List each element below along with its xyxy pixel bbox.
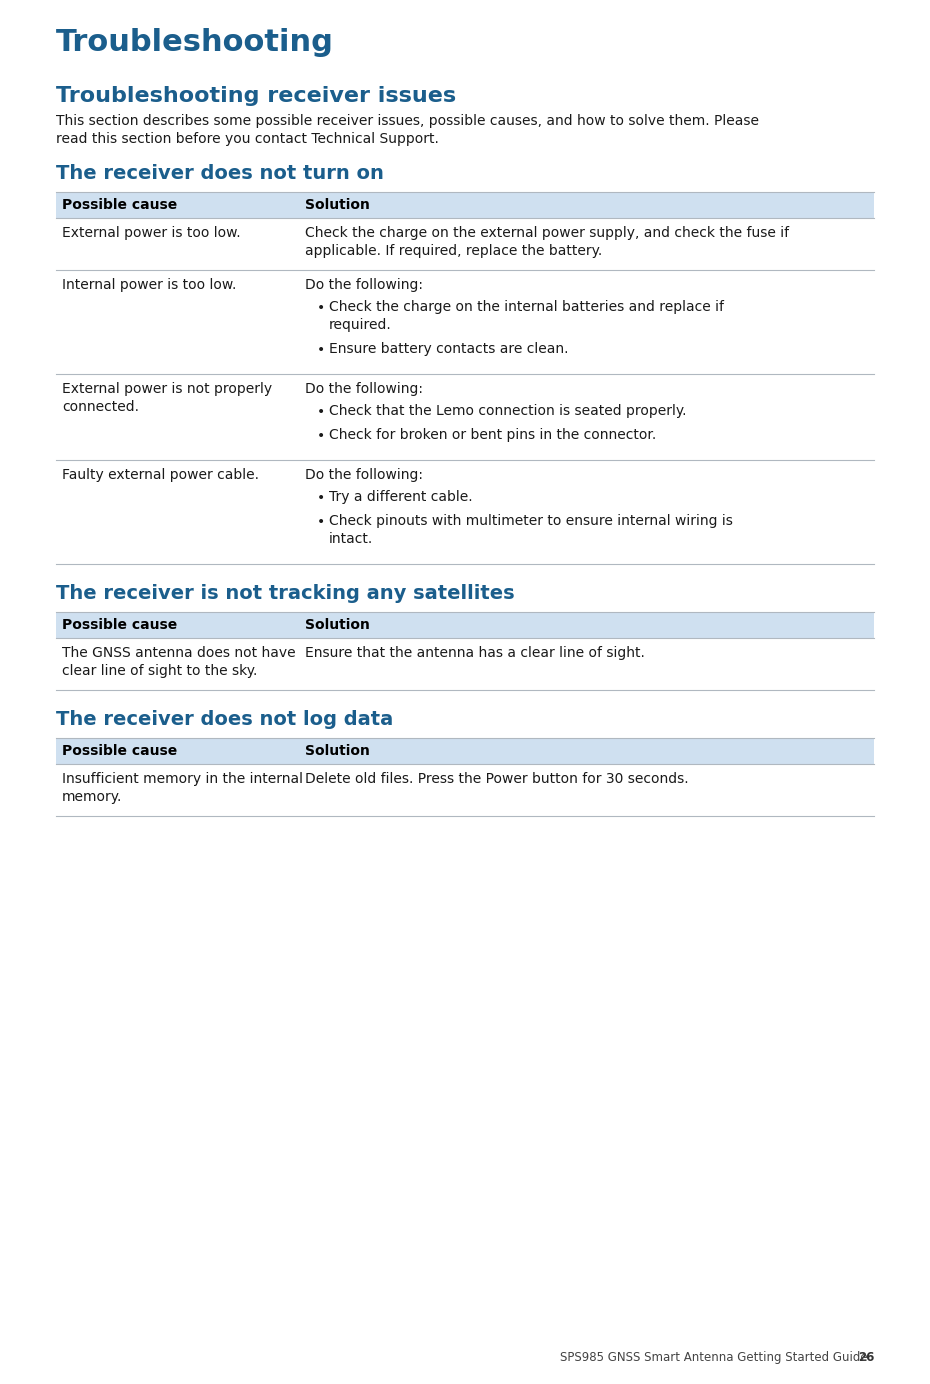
Text: Solution: Solution: [305, 619, 370, 632]
Text: Do the following:: Do the following:: [305, 468, 423, 482]
Text: Check pinouts with multimeter to ensure internal wiring is: Check pinouts with multimeter to ensure …: [329, 513, 733, 529]
Text: Insufficient memory in the internal: Insufficient memory in the internal: [62, 772, 303, 786]
Text: Try a different cable.: Try a different cable.: [329, 490, 472, 504]
Text: Faulty external power cable.: Faulty external power cable.: [62, 468, 259, 482]
Text: connected.: connected.: [62, 400, 139, 414]
Text: Ensure that the antenna has a clear line of sight.: Ensure that the antenna has a clear line…: [305, 646, 644, 660]
Text: External power is too low.: External power is too low.: [62, 226, 241, 239]
Text: Ensure battery contacts are clean.: Ensure battery contacts are clean.: [329, 342, 568, 356]
Text: Troubleshooting receiver issues: Troubleshooting receiver issues: [56, 86, 456, 107]
Text: applicable. If required, replace the battery.: applicable. If required, replace the bat…: [305, 244, 603, 257]
Text: Do the following:: Do the following:: [305, 278, 423, 292]
Text: Troubleshooting: Troubleshooting: [56, 28, 334, 57]
Text: Internal power is too low.: Internal power is too low.: [62, 278, 236, 292]
Text: •: •: [317, 343, 325, 357]
Text: clear line of sight to the sky.: clear line of sight to the sky.: [62, 664, 258, 678]
Text: •: •: [317, 491, 325, 505]
Text: Check for broken or bent pins in the connector.: Check for broken or bent pins in the con…: [329, 428, 657, 441]
Text: intact.: intact.: [329, 531, 373, 547]
Text: •: •: [317, 515, 325, 529]
Text: The receiver does not turn on: The receiver does not turn on: [56, 163, 384, 183]
Text: Check that the Lemo connection is seated properly.: Check that the Lemo connection is seated…: [329, 404, 686, 418]
Text: External power is not properly: External power is not properly: [62, 382, 272, 396]
Bar: [56, 612, 874, 638]
Text: Check the charge on the external power supply, and check the fuse if: Check the charge on the external power s…: [305, 226, 790, 239]
Bar: [56, 192, 874, 219]
Text: Possible cause: Possible cause: [62, 745, 178, 758]
Text: Do the following:: Do the following:: [305, 382, 423, 396]
Text: Possible cause: Possible cause: [62, 198, 178, 212]
Text: •: •: [317, 300, 325, 316]
Text: Solution: Solution: [305, 745, 370, 758]
Bar: [56, 738, 874, 764]
Text: 26: 26: [857, 1351, 874, 1365]
Text: Check the charge on the internal batteries and replace if: Check the charge on the internal batteri…: [329, 300, 724, 314]
Text: required.: required.: [329, 318, 392, 332]
Text: The GNSS antenna does not have: The GNSS antenna does not have: [62, 646, 296, 660]
Text: This section describes some possible receiver issues, possible causes, and how t: This section describes some possible rec…: [56, 113, 759, 127]
Text: The receiver is not tracking any satellites: The receiver is not tracking any satelli…: [56, 584, 514, 603]
Text: memory.: memory.: [62, 790, 123, 804]
Text: Solution: Solution: [305, 198, 370, 212]
Text: Delete old files. Press the Power button for 30 seconds.: Delete old files. Press the Power button…: [305, 772, 688, 786]
Text: read this section before you contact Technical Support.: read this section before you contact Tec…: [56, 131, 439, 145]
Text: •: •: [317, 406, 325, 419]
Text: SPS985 GNSS Smart Antenna Getting Started Guide: SPS985 GNSS Smart Antenna Getting Starte…: [561, 1351, 868, 1365]
Text: Possible cause: Possible cause: [62, 619, 178, 632]
Text: •: •: [317, 429, 325, 443]
Text: The receiver does not log data: The receiver does not log data: [56, 710, 393, 729]
